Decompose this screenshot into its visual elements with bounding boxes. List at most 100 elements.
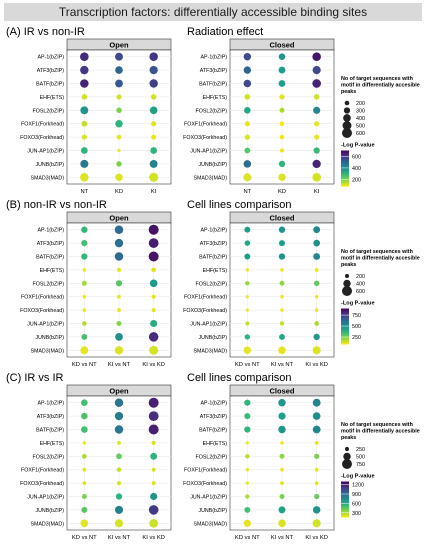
y-tick-label: EHF(ETS): [203, 95, 228, 101]
data-point: [81, 506, 88, 513]
data-point: [279, 134, 285, 140]
data-point: [314, 134, 320, 140]
y-tick-label: FOSL2(bZIP): [33, 454, 65, 460]
data-point: [278, 66, 286, 74]
data-point: [114, 519, 124, 528]
y-tick-label: SMAD3(MAD): [30, 348, 64, 354]
x-tick-label: KD vs NT: [72, 535, 97, 541]
data-point: [312, 412, 321, 420]
y-tick-label: EHF(ETS): [40, 441, 65, 447]
data-point: [150, 319, 158, 328]
data-point: [149, 518, 159, 528]
data-point: [314, 308, 319, 312]
data-point: [279, 494, 285, 499]
data-point: [149, 159, 158, 168]
data-point: [115, 333, 123, 341]
data-point: [117, 308, 121, 313]
data-point: [114, 238, 124, 248]
y-tick-label: SMAD3(MAD): [193, 521, 227, 527]
section-label: (A) IR vs non-IR: [6, 26, 85, 38]
y-tick-label: BATF(bZIP): [36, 255, 64, 261]
y-tick-label: JUNB(bZIP): [35, 508, 64, 514]
y-tick-label: ATF3(bZIP): [200, 414, 228, 420]
data-point: [82, 441, 87, 445]
y-tick-label: AP-1(bZIP): [38, 401, 65, 407]
y-tick-label: FOXO3(Forkhead): [20, 481, 64, 487]
y-tick-label: FOXO3(Forkhead): [183, 308, 227, 314]
panel-closed: Closed AP-1(bZIP) ATF3(bZIP) BATF(bZIP) EHF(…: [183, 384, 335, 541]
colorbar: [341, 308, 349, 345]
data-point: [312, 172, 321, 182]
y-tick-label: EHF(ETS): [203, 268, 228, 274]
data-point: [80, 147, 88, 154]
data-point: [314, 441, 319, 445]
data-point: [116, 107, 122, 114]
data-point: [245, 281, 250, 286]
data-point: [80, 106, 89, 115]
data-point: [312, 425, 321, 434]
section-label: (C) IR vs IR: [6, 372, 63, 384]
data-point: [245, 308, 249, 312]
y-tick-label: FOXO3(Forkhead): [183, 481, 227, 487]
data-point: [313, 226, 321, 234]
data-point: [245, 321, 250, 326]
data-point: [279, 107, 285, 113]
data-point: [151, 481, 156, 486]
size-legend-title-line: motif in differentially accesible: [341, 429, 420, 435]
data-point: [150, 147, 158, 154]
data-point: [149, 172, 159, 182]
data-point: [116, 134, 122, 140]
size-legend-title-line: peaks: [341, 435, 356, 441]
y-tick-label: FOSL2(bZIP): [196, 281, 228, 287]
panel-open: Open AP-1(bZIP) ATF3(bZIP) BATF(bZIP) EHF(ET…: [20, 211, 172, 368]
data-point: [80, 65, 89, 75]
data-point: [244, 506, 251, 513]
data-point: [279, 121, 285, 127]
size-legend-title-line: No of target sequences with: [341, 422, 413, 428]
section-label: (B) non-IR vs non-IR: [6, 199, 107, 211]
y-tick-label: JUNB(bZIP): [198, 508, 227, 514]
data-point: [278, 160, 286, 168]
x-tick-label: KI vs NT: [271, 362, 294, 368]
data-point: [278, 412, 286, 420]
data-point: [80, 52, 89, 62]
size-legend-label: 600: [356, 131, 365, 137]
size-legend-title-line: No of target sequences with: [341, 76, 413, 82]
data-point: [314, 267, 319, 272]
data-point: [245, 295, 249, 299]
panel-strip-label: Open: [109, 41, 129, 50]
panel-strip-label: Closed: [269, 41, 294, 50]
size-legend-title-line: peaks: [341, 89, 356, 95]
data-point: [278, 226, 286, 233]
data-point: [244, 253, 251, 260]
y-tick-label: FOXF1(Forkhead): [21, 122, 64, 128]
data-point: [117, 148, 121, 153]
data-point: [80, 173, 89, 182]
size-legend-title-line: peaks: [341, 262, 356, 268]
x-tick-label: KI vs KD: [305, 535, 328, 541]
data-point: [245, 494, 250, 499]
data-point: [245, 454, 250, 459]
size-legend-title: No of target sequences with motif in diff…: [341, 249, 420, 268]
y-tick-label: AP-1(bZIP): [201, 55, 228, 61]
data-point: [279, 321, 285, 326]
colorbar-tick-label: 500: [352, 324, 361, 330]
y-tick-label: BATF(bZIP): [199, 82, 227, 88]
data-point: [280, 441, 284, 445]
data-point: [278, 173, 286, 181]
data-point: [115, 52, 123, 61]
data-point: [244, 399, 251, 406]
section-title: Cell lines comparison: [187, 199, 292, 211]
panel-closed: Closed AP-1(bZIP) ATF3(bZIP) BATF(bZIP) EHF(…: [183, 211, 335, 368]
data-point: [149, 52, 158, 61]
colorbar: [341, 481, 349, 518]
y-tick-label: JUN-AP1(bZIP): [190, 495, 227, 501]
data-point: [313, 333, 320, 341]
data-point: [314, 453, 320, 459]
data-point: [117, 294, 121, 299]
data-point: [278, 519, 286, 528]
size-legend-dot: [344, 446, 350, 452]
panel-strip-label: Closed: [269, 387, 294, 396]
y-tick-label: AP-1(bZIP): [201, 228, 228, 234]
